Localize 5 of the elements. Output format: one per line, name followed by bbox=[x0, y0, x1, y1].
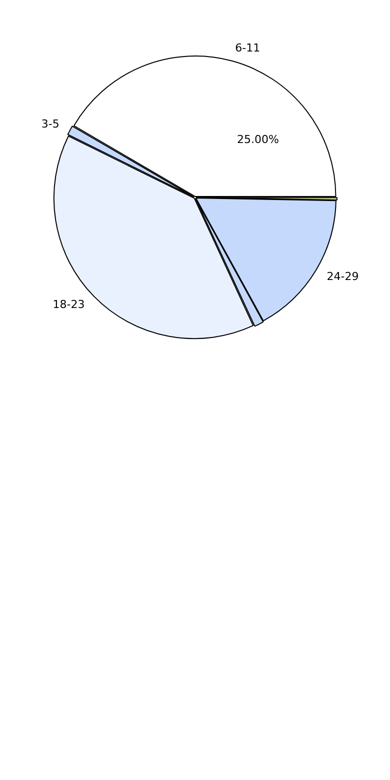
slice-label: 3-5 bbox=[41, 117, 60, 130]
slice-label: 18-23 bbox=[52, 298, 85, 311]
slice-label: 6-11 bbox=[235, 42, 260, 55]
text: 25.00% bbox=[237, 132, 279, 146]
slice-label: 24-29 bbox=[326, 270, 359, 283]
